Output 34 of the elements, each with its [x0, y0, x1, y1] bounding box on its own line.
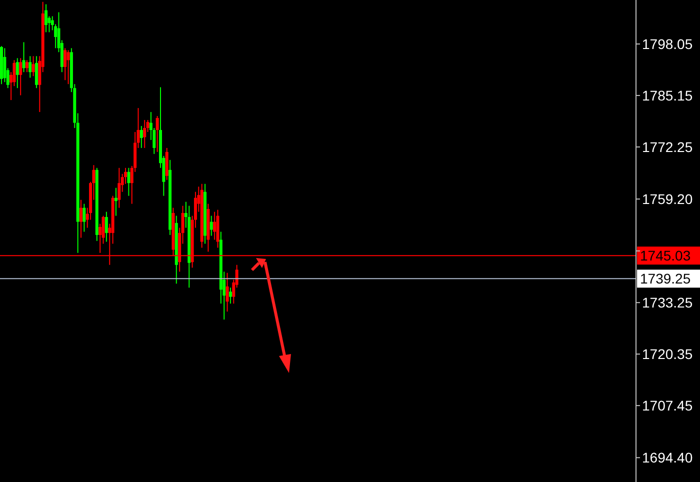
- y-tick-label: 1694.40: [642, 450, 693, 466]
- candlestick: [22, 42, 26, 73]
- y-tick-label: 1707.45: [642, 398, 693, 414]
- candlestick: [82, 203, 86, 232]
- ref-line-label: 1745.03: [640, 248, 691, 264]
- candlestick: [213, 211, 216, 240]
- candlestick: [228, 287, 232, 304]
- ref-line-label: 1739.25: [640, 270, 691, 287]
- candlestick: [104, 211, 108, 242]
- candlestick: [165, 147, 168, 180]
- candlestick: [25, 60, 28, 73]
- candlestick: [140, 126, 143, 148]
- candlestick: [114, 187, 118, 216]
- candlestick: [16, 58, 19, 89]
- y-tick-label: 1785.15: [642, 87, 693, 104]
- candlestick: [32, 56, 35, 77]
- candlestick: [66, 50, 70, 85]
- candlestick: [210, 215, 213, 236]
- candlestick: [19, 58, 22, 96]
- candlestick: [127, 167, 130, 196]
- y-tick-label: 1733.25: [642, 294, 693, 311]
- candlestick: [64, 48, 67, 81]
- y-tick-label: 1759.20: [642, 191, 693, 208]
- candlestick: [80, 199, 82, 238]
- y-tick-label: 1772.25: [642, 138, 693, 155]
- candlestick: [226, 272, 229, 312]
- candlestick: [118, 167, 121, 208]
- candlestick: [34, 56, 38, 89]
- candlestick: [44, 4, 48, 33]
- candlestick: [143, 120, 146, 148]
- y-tick-label: 1798.05: [642, 36, 693, 52]
- candlestick: [28, 56, 32, 78]
- candlestick: [156, 116, 159, 152]
- y-tick-label: 1720.35: [642, 346, 693, 362]
